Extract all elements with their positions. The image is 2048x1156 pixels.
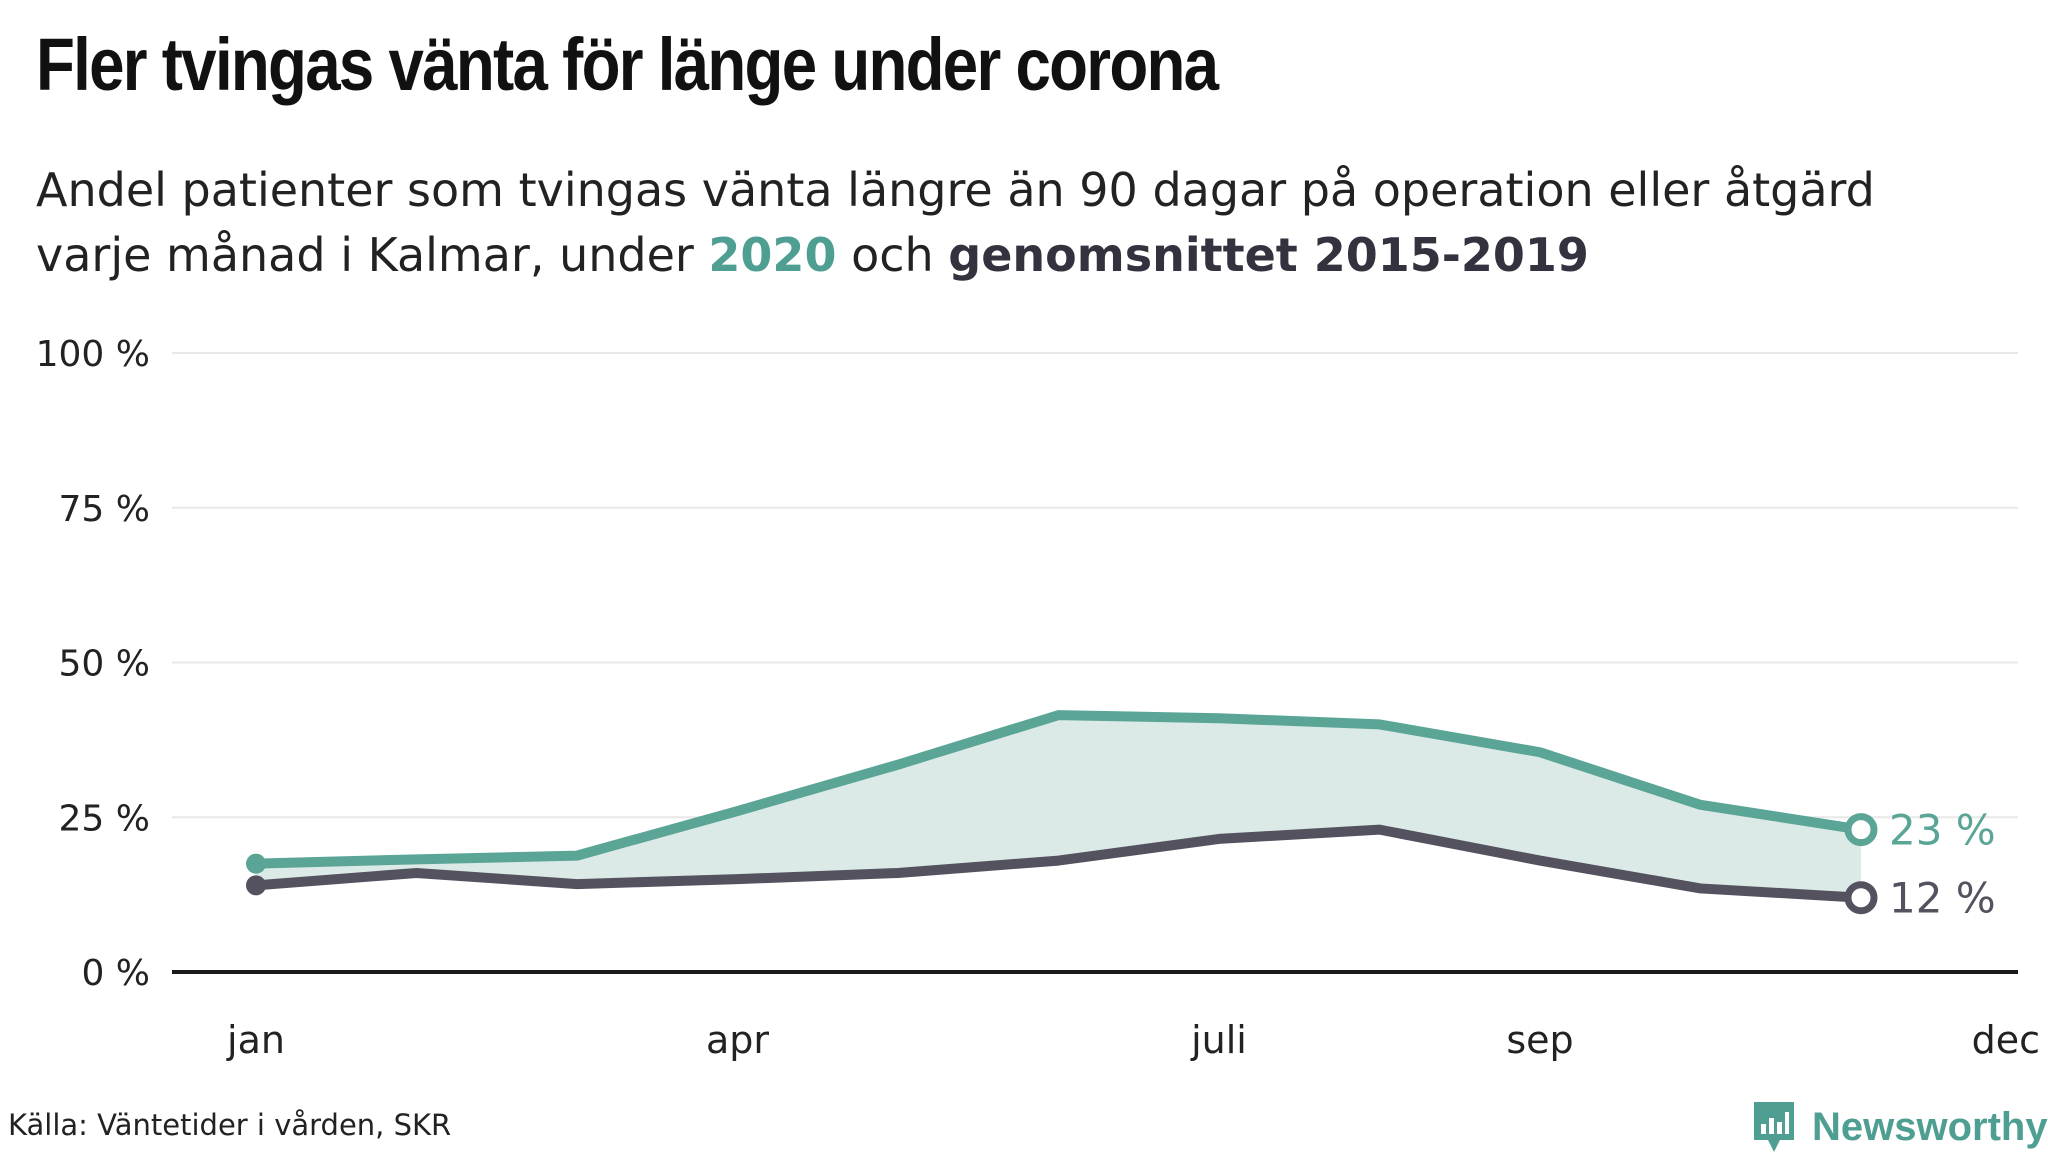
subtitle-line2-pre: varje månad i Kalmar, under: [36, 228, 709, 282]
series-line-average: [251, 824, 1866, 903]
chart-subtitle: Andel patienter som tvingas vänta längre…: [36, 158, 2046, 288]
subtitle-line2-mid: och: [836, 228, 949, 282]
line-chart: 100 % 75 % 50 % 25 % 0 % jan apr juli sep dec 12 %…: [36, 334, 2040, 1062]
series-line-2020: [251, 710, 1866, 869]
x-tick-label: sep: [1506, 1018, 1573, 1062]
x-tick-label: apr: [706, 1018, 769, 1062]
subtitle-line1: Andel patienter som tvingas vänta längre…: [36, 163, 1875, 217]
x-tick-label: juli: [1190, 1018, 1247, 1062]
series-start-point-2020: [246, 853, 266, 874]
brand-logo[interactable]: Newsworthy: [1750, 1098, 2048, 1156]
difference-area: [256, 715, 1861, 898]
x-tick-label: jan: [226, 1018, 285, 1062]
source-note: Källa: Väntetider i vården, SKR: [8, 1108, 452, 1142]
y-tick-label: 75 %: [59, 489, 150, 530]
y-tick-label: 0 %: [81, 953, 150, 994]
series-start-point-average: [246, 875, 266, 896]
series-end-point-2020: [1844, 813, 1878, 847]
y-tick-label: 50 %: [59, 644, 150, 685]
y-tick-label: 25 %: [59, 798, 150, 839]
x-tick-label: dec: [1972, 1018, 2040, 1062]
series-end-label-2020: 23 %: [1889, 806, 1996, 855]
newsworthy-logo-icon: [1754, 1102, 1794, 1152]
series-end-point-average: [1844, 881, 1878, 915]
subtitle-highlight-average: genomsnittet 2015-2019: [948, 228, 1589, 282]
series-end-label-average: 12 %: [1889, 874, 1996, 923]
chart-title: Fler tvingas vänta för länge under coron…: [36, 23, 1219, 106]
brand-name: Newsworthy: [1812, 1104, 2048, 1149]
subtitle-highlight-2020: 2020: [708, 228, 837, 282]
y-tick-label: 100 %: [36, 334, 150, 375]
